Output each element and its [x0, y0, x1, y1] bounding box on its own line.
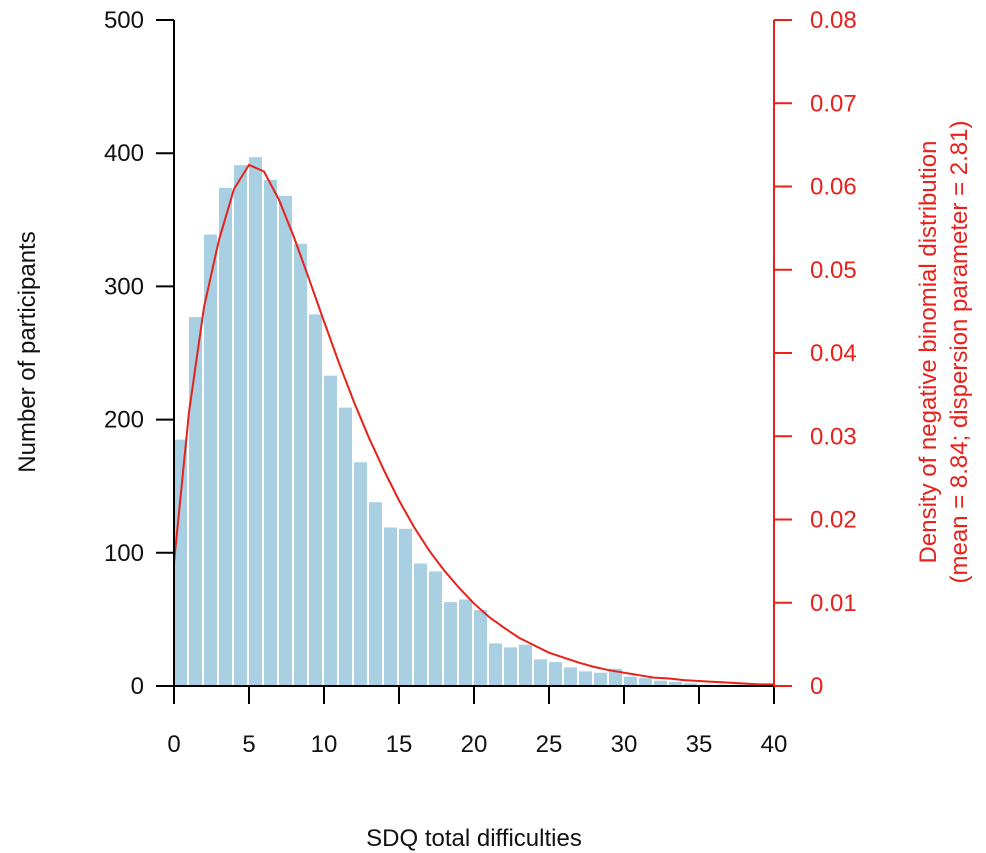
left-y-axis: 0 100 200 300 400 500 — [104, 7, 175, 700]
histogram-bar — [669, 682, 682, 686]
right-axis-tick-label: 0.06 — [810, 174, 857, 201]
bottom-axis-tick-label: 20 — [461, 731, 488, 758]
histogram-bar — [459, 599, 472, 686]
histogram-bar — [339, 407, 352, 686]
left-axis-tick-label: 500 — [104, 7, 144, 34]
right-axis-tick-label: 0.03 — [810, 423, 857, 450]
left-axis-tick-label: 100 — [104, 540, 144, 567]
histogram-bar — [234, 165, 247, 687]
left-axis-tick-label: 400 — [104, 140, 144, 167]
histogram-bar — [534, 659, 547, 686]
histogram-bar — [504, 647, 517, 686]
x-axis: 0 5 10 15 20 25 30 35 40 — [167, 685, 788, 758]
bottom-axis-tick-label: 5 — [242, 731, 255, 758]
histogram-bar — [579, 671, 592, 686]
histogram-bar — [639, 678, 652, 686]
x-axis-label: SDQ total difficulties — [366, 825, 582, 852]
histogram-bars — [174, 157, 757, 687]
histogram-bar — [384, 527, 397, 686]
bottom-axis-tick-label: 35 — [686, 731, 713, 758]
bottom-axis-tick-label: 25 — [536, 731, 563, 758]
right-axis-tick-label: 0.01 — [810, 590, 857, 617]
histogram-bar — [474, 610, 487, 686]
bottom-axis-tick-label: 15 — [386, 731, 413, 758]
histogram-bar — [294, 243, 307, 686]
negative-binomial-curve — [173, 163, 774, 686]
histogram-bar — [429, 571, 442, 686]
histogram-bar — [624, 676, 637, 686]
right-axis-tick-label: 0.07 — [810, 90, 857, 117]
histogram-bar — [519, 644, 532, 686]
histogram-bar — [354, 462, 367, 686]
histogram-bar — [264, 179, 277, 686]
histogram-bar — [609, 668, 622, 686]
left-axis-tick-label: 300 — [104, 273, 144, 300]
bottom-axis-tick-label: 40 — [761, 731, 788, 758]
right-axis-tick-label: 0.04 — [810, 340, 857, 367]
histogram-bar — [444, 602, 457, 686]
histogram-bar — [564, 667, 577, 686]
right-axis-tick-label: 0.08 — [810, 7, 857, 34]
histogram-bar — [249, 157, 262, 687]
histogram-bar — [414, 563, 427, 686]
right-axis-tick-label: 0 — [810, 673, 823, 700]
y2-axis-label-line1: Density of negative binomial distributio… — [915, 141, 942, 564]
histogram-bar — [219, 187, 232, 686]
histogram-bar — [549, 662, 562, 686]
histogram-bar — [204, 234, 217, 686]
bottom-axis-tick-label: 10 — [311, 731, 338, 758]
histogram-bar — [279, 195, 292, 686]
bottom-axis-tick-label: 30 — [611, 731, 638, 758]
histogram-bar — [594, 672, 607, 686]
histogram-bar — [684, 683, 697, 686]
right-y-axis: 0 0.01 0.02 0.03 0.04 0.05 0.06 0.07 0.08 — [773, 7, 857, 700]
histogram-bar — [174, 439, 187, 686]
right-axis-tick-label: 0.02 — [810, 507, 857, 534]
histogram-bar — [399, 528, 412, 686]
histogram-bar — [369, 502, 382, 686]
histogram-bar — [489, 643, 502, 686]
y-axis-label: Number of participants — [14, 231, 41, 472]
histogram-bar — [654, 680, 667, 686]
histogram-bar — [324, 375, 337, 686]
bottom-axis-tick-label: 0 — [167, 731, 180, 758]
histogram-bar — [189, 317, 202, 686]
left-axis-tick-label: 200 — [104, 407, 144, 434]
left-axis-tick-label: 0 — [131, 673, 144, 700]
y2-axis-label-line2: (mean = 8.84; dispersion parameter = 2.8… — [946, 121, 973, 584]
histogram-bar — [309, 314, 322, 686]
right-axis-tick-label: 0.05 — [810, 257, 857, 284]
